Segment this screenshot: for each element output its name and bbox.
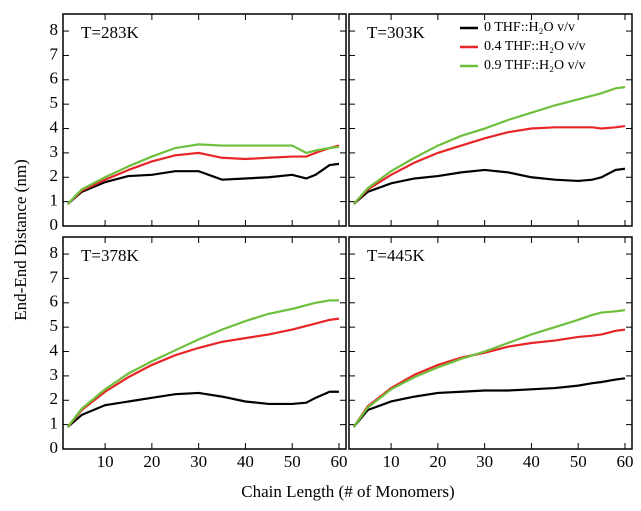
y-tick-label: 0	[50, 215, 59, 234]
panel-title: T=283K	[81, 23, 139, 42]
y-tick-label: 5	[50, 316, 59, 335]
series-line	[66, 299, 339, 428]
plot-frame	[62, 13, 347, 227]
y-tick-label: 8	[50, 20, 59, 39]
plot-frame	[62, 236, 347, 450]
panel-title: T=378K	[81, 246, 139, 265]
y-tick-label: 0	[50, 438, 59, 457]
x-tick-label: 50	[570, 452, 587, 471]
series-line	[66, 144, 340, 205]
legend-label: 0.9 THF::H₂O v/v	[484, 58, 585, 73]
series-line	[352, 377, 626, 428]
series-line	[352, 167, 626, 205]
x-tick-label: 10	[97, 452, 114, 471]
x-tick-label: 60	[330, 452, 347, 471]
y-axis-label: End-End Distance (nm)	[11, 159, 30, 320]
y-tick-label: 3	[50, 365, 59, 384]
x-tick-label: 20	[143, 452, 160, 471]
x-tick-label: 50	[284, 452, 301, 471]
y-tick-label: 2	[50, 166, 59, 185]
series-line	[66, 390, 339, 428]
y-tick-label: 4	[50, 340, 59, 359]
y-tick-label: 8	[50, 243, 59, 262]
y-tick-label: 4	[50, 117, 59, 136]
x-tick-label: 30	[476, 452, 493, 471]
x-tick-label: 40	[237, 452, 254, 471]
y-tick-label: 7	[50, 267, 59, 286]
series-line	[66, 143, 340, 205]
y-tick-label: 3	[50, 142, 59, 161]
plot-frame	[348, 236, 633, 450]
y-tick-label: 2	[50, 389, 59, 408]
panel-title: T=303K	[367, 23, 425, 42]
legend-label: 0 THF::H₂O v/v	[484, 20, 575, 35]
x-tick-label: 10	[383, 452, 400, 471]
series-line	[66, 317, 340, 428]
y-tick-label: 1	[50, 414, 59, 433]
legend-label: 0.4 THF::H₂O v/v	[484, 39, 585, 54]
y-tick-label: 6	[50, 292, 59, 311]
series-line	[352, 309, 626, 428]
x-tick-label: 20	[429, 452, 446, 471]
y-tick-label: 6	[50, 69, 59, 88]
panel-title: T=445K	[367, 246, 425, 265]
y-tick-label: 1	[50, 191, 59, 210]
series-line	[352, 328, 626, 428]
series-line	[352, 86, 626, 205]
plot-frame	[348, 13, 633, 227]
x-axis-label: Chain Length (# of Monomers)	[241, 482, 454, 501]
y-tick-label: 5	[50, 93, 59, 112]
x-tick-label: 40	[523, 452, 540, 471]
x-tick-label: 60	[616, 452, 633, 471]
x-tick-label: 30	[190, 452, 207, 471]
series-line	[352, 125, 626, 205]
y-tick-label: 7	[50, 44, 59, 63]
series-line	[66, 162, 340, 205]
